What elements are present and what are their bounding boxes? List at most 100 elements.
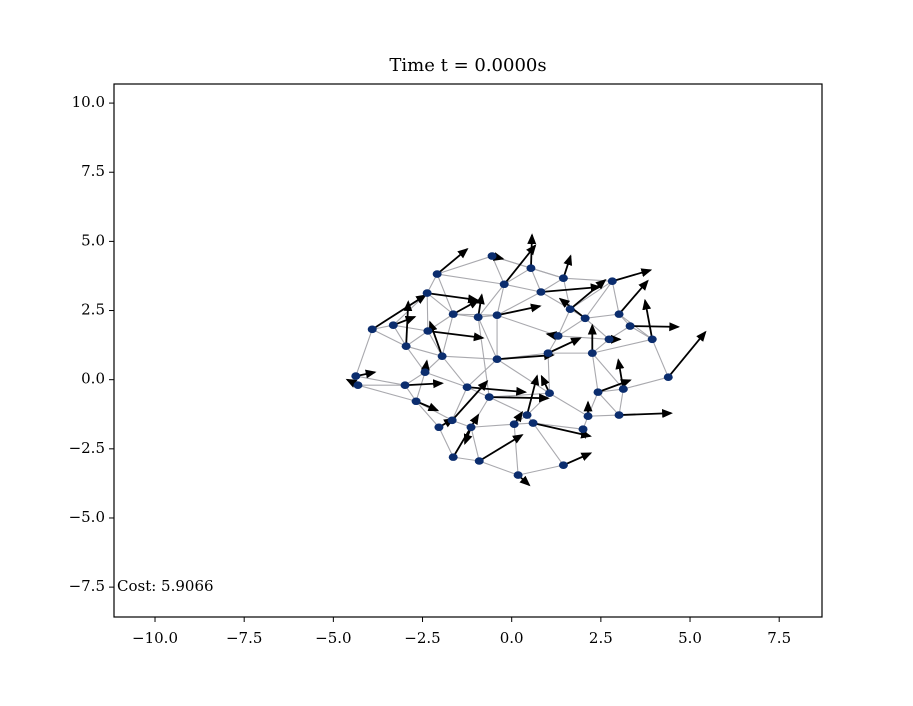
- edge: [477, 316, 498, 360]
- node: [484, 393, 494, 401]
- arrow: [547, 337, 582, 354]
- edge: [540, 277, 564, 293]
- edge: [405, 330, 429, 347]
- edge: [611, 281, 620, 315]
- node: [593, 388, 603, 396]
- arrow: [667, 330, 707, 378]
- edge: [618, 388, 624, 416]
- node: [400, 381, 410, 390]
- x-tick-label: 2.5: [589, 629, 613, 647]
- edge: [405, 345, 443, 357]
- edge: [557, 317, 586, 337]
- node: [388, 321, 398, 329]
- edge: [470, 423, 515, 428]
- edge: [393, 324, 428, 332]
- node: [487, 252, 497, 260]
- edge: [438, 427, 454, 458]
- node: [522, 411, 532, 419]
- node: [526, 264, 536, 273]
- node: [513, 471, 523, 479]
- node: [420, 368, 430, 377]
- node: [545, 389, 555, 398]
- chart-title: Time t = 0.0000s: [389, 55, 546, 76]
- node: [647, 335, 657, 344]
- node: [543, 349, 553, 357]
- node: [587, 349, 597, 357]
- arrow: [619, 408, 673, 418]
- edge: [532, 422, 564, 466]
- y-tick-label: −7.5: [69, 577, 105, 595]
- arrow: [642, 298, 654, 340]
- node: [462, 383, 472, 391]
- node: [509, 420, 519, 429]
- node: [411, 397, 421, 406]
- node: [499, 280, 509, 289]
- node: [578, 425, 588, 433]
- arrow: [428, 320, 443, 357]
- edge: [496, 291, 542, 316]
- arrow: [612, 268, 653, 283]
- edge: [651, 339, 669, 378]
- x-tick-label: 7.5: [767, 629, 791, 647]
- edge: [592, 338, 653, 354]
- edge: [591, 352, 624, 390]
- arrow: [618, 279, 649, 315]
- edge: [517, 464, 564, 476]
- node: [625, 322, 635, 330]
- arrow: [563, 452, 593, 466]
- arrow: [540, 283, 602, 293]
- edge: [588, 414, 620, 417]
- y-tick-label: 0.0: [81, 370, 105, 388]
- arrow: [562, 254, 573, 279]
- node: [437, 352, 447, 360]
- edge: [557, 308, 571, 337]
- edge: [584, 317, 610, 340]
- edge: [587, 391, 599, 417]
- edge: [415, 372, 426, 402]
- arrow: [427, 292, 479, 304]
- edge: [424, 371, 468, 388]
- y-tick-label: 7.5: [81, 162, 105, 180]
- node: [618, 385, 628, 393]
- node: [448, 310, 458, 318]
- node: [607, 277, 617, 286]
- edge: [584, 280, 613, 319]
- node: [353, 381, 363, 390]
- node: [401, 342, 411, 351]
- arrow: [569, 278, 607, 310]
- x-tick-label: −10.0: [132, 629, 178, 647]
- node: [528, 419, 538, 427]
- node: [351, 372, 361, 380]
- x-tick-label: 0.0: [500, 629, 524, 647]
- edge: [426, 292, 454, 315]
- node: [432, 270, 442, 278]
- plot-frame: [113, 83, 823, 618]
- arrow: [452, 299, 480, 315]
- annotation: Cost: 5.9066: [117, 577, 214, 595]
- node: [423, 327, 433, 335]
- node: [367, 325, 377, 334]
- arrow: [404, 379, 444, 389]
- arrow: [467, 386, 528, 396]
- edge: [392, 324, 407, 347]
- node: [434, 423, 444, 432]
- arrow: [489, 393, 550, 403]
- edge: [426, 293, 429, 332]
- arrow: [526, 374, 540, 416]
- node: [565, 305, 575, 313]
- node: [580, 314, 590, 323]
- edge: [371, 328, 407, 347]
- edge: [451, 386, 468, 421]
- node: [614, 310, 624, 318]
- arrow: [403, 300, 413, 347]
- x-tick-label: 5.0: [678, 629, 702, 647]
- edge: [441, 313, 454, 357]
- edge: [496, 358, 550, 394]
- y-tick-label: 5.0: [81, 231, 105, 249]
- node: [558, 274, 568, 282]
- x-tick-label: −7.5: [226, 629, 262, 647]
- arrow: [503, 244, 537, 285]
